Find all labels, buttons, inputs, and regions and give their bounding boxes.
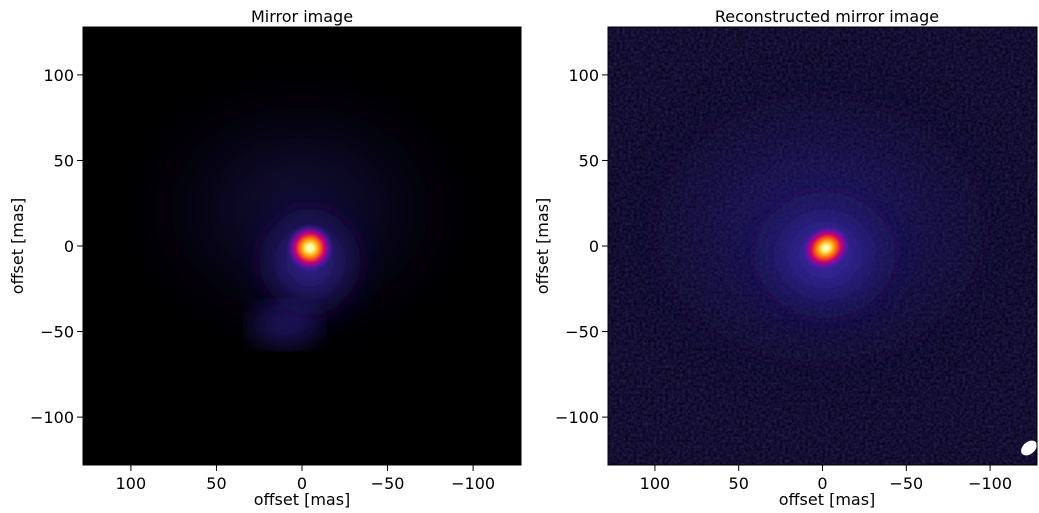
x-axis-label: offset [mas]	[779, 490, 876, 509]
x-tick-label: 100	[640, 474, 671, 493]
y-axis-label: offset [mas]	[533, 198, 552, 295]
y-tick-label: −100	[555, 408, 599, 427]
reconstructed-mirror-image-panel: Reconstructed mirror image 100 50 0 −50 −100…	[533, 7, 1038, 509]
y-axis-label: offset [mas]	[8, 198, 27, 295]
x-ticks: 100 50 0 −50 −100	[116, 465, 495, 493]
x-tick-label: 0	[297, 474, 307, 493]
x-tick-label: 50	[729, 474, 749, 493]
heatmap-image	[83, 27, 521, 465]
x-tick-label: −100	[451, 474, 495, 493]
x-tick-label: −50	[889, 474, 923, 493]
x-tick-label: 100	[116, 474, 147, 493]
y-tick-label: 100	[43, 66, 74, 85]
panel-title: Reconstructed mirror image	[715, 7, 939, 26]
y-tick-label: −50	[565, 323, 599, 342]
x-tick-label: −100	[968, 474, 1012, 493]
x-tick-label: 0	[817, 474, 827, 493]
x-ticks: 100 50 0 −50 −100	[640, 465, 1012, 493]
y-tick-label: −50	[40, 323, 74, 342]
x-tick-label: −50	[371, 474, 405, 493]
panel-title: Mirror image	[251, 7, 353, 26]
x-axis-label: offset [mas]	[254, 490, 351, 509]
y-ticks: 100 50 0 −50 −100	[30, 66, 83, 427]
mirror-image-panel: Mirror image 100 50 0 −50 −100 100 50 0 −50 −100…	[8, 7, 522, 509]
y-tick-label: 0	[64, 237, 74, 256]
heatmap-image	[608, 27, 1037, 465]
beam-ellipse	[1021, 440, 1037, 456]
y-tick-label: 50	[54, 151, 74, 170]
y-tick-label: 100	[568, 66, 599, 85]
y-tick-label: 50	[579, 151, 599, 170]
y-tick-label: −100	[30, 408, 74, 427]
y-tick-label: 0	[589, 237, 599, 256]
y-ticks: 100 50 0 −50 −100	[555, 66, 608, 427]
x-tick-label: 50	[206, 474, 226, 493]
